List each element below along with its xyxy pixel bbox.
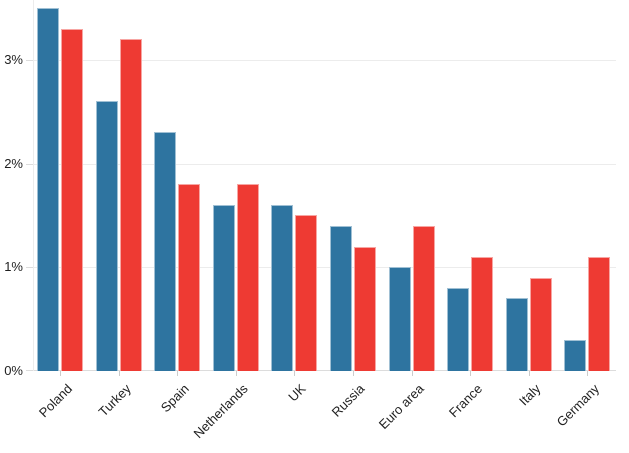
bar-red-france: [471, 257, 493, 371]
bar-red-euro-area: [413, 226, 435, 371]
x-axis-tick-euro-area: [412, 371, 413, 376]
bar-red-germany: [588, 257, 610, 371]
bar-blue-france: [447, 288, 469, 371]
bar-red-uk: [295, 215, 317, 371]
bar-blue-poland: [37, 8, 59, 371]
x-axis-tick-netherlands: [236, 371, 237, 376]
bar-blue-euro-area: [389, 267, 411, 371]
bar-blue-turkey: [96, 101, 118, 371]
bar-blue-uk: [271, 205, 293, 371]
x-axis-label-turkey: Turkey: [95, 381, 134, 420]
x-axis-label-euro-area: Euro area: [375, 381, 427, 432]
y-axis-tick-3%: [26, 60, 33, 61]
bar-red-netherlands: [237, 184, 259, 371]
x-axis-tick-germany: [587, 371, 588, 376]
y-axis-line: [33, 0, 34, 371]
x-axis-label-spain: Spain: [157, 381, 192, 416]
x-axis-label-poland: Poland: [35, 381, 75, 421]
x-axis-tick-italy: [529, 371, 530, 376]
bar-red-spain: [178, 184, 200, 371]
bar-blue-netherlands: [213, 205, 235, 371]
x-axis-label-italy: Italy: [516, 381, 544, 409]
bar-blue-russia: [330, 226, 352, 371]
bar-blue-italy: [506, 298, 528, 371]
x-axis-tick-france: [470, 371, 471, 376]
bar-blue-germany: [564, 340, 586, 371]
bar-red-turkey: [120, 39, 142, 371]
y-axis-label-1%: 1%: [4, 259, 23, 274]
x-axis-tick-uk: [294, 371, 295, 376]
gridline-3%: [33, 60, 616, 61]
gridline-1%: [33, 267, 616, 268]
x-axis-tick-spain: [177, 371, 178, 376]
bar-red-russia: [354, 247, 376, 371]
y-axis-tick-0%: [26, 370, 33, 371]
x-axis-tick-turkey: [119, 371, 120, 376]
x-axis-label-uk: UK: [285, 381, 309, 405]
plot-area: [33, 0, 616, 371]
gridline-2%: [33, 164, 616, 165]
y-axis-tick-1%: [26, 267, 33, 268]
x-axis-label-netherlands: Netherlands: [190, 381, 251, 442]
x-axis-label-france: France: [445, 381, 485, 421]
y-axis-label-3%: 3%: [4, 52, 23, 67]
x-axis-tick-poland: [60, 371, 61, 376]
bar-red-italy: [530, 278, 552, 371]
y-axis-tick-2%: [26, 164, 33, 165]
x-axis-label-germany: Germany: [553, 381, 602, 430]
gridline-0%: [33, 370, 616, 371]
bar-blue-spain: [154, 132, 176, 371]
y-axis-label-0%: 0%: [4, 363, 23, 378]
bar-red-poland: [61, 29, 83, 371]
x-axis-tick-russia: [353, 371, 354, 376]
y-axis-label-2%: 2%: [4, 156, 23, 171]
x-axis-label-russia: Russia: [328, 381, 368, 420]
